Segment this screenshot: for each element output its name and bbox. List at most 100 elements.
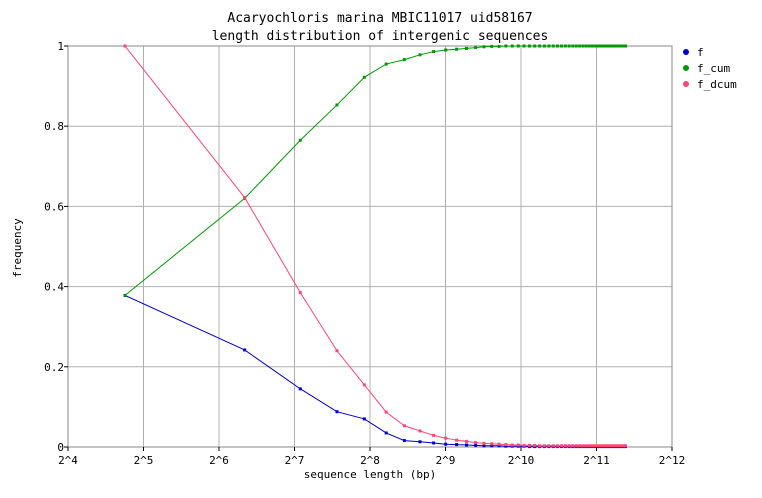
legend-label: f bbox=[697, 46, 704, 59]
data-point bbox=[123, 44, 127, 48]
data-point bbox=[384, 62, 388, 66]
data-point bbox=[619, 444, 623, 448]
data-point bbox=[571, 44, 575, 48]
data-point bbox=[335, 410, 339, 414]
data-point bbox=[455, 438, 459, 442]
data-point bbox=[335, 349, 339, 353]
grid bbox=[67, 45, 673, 448]
x-tick-label: 2^7 bbox=[285, 454, 305, 467]
data-point bbox=[402, 439, 406, 443]
data-point bbox=[599, 44, 603, 48]
data-point bbox=[578, 444, 582, 448]
data-point bbox=[516, 443, 520, 447]
x-tick-label: 2^11 bbox=[583, 454, 610, 467]
data-point bbox=[418, 440, 422, 444]
data-point bbox=[298, 291, 302, 295]
data-point bbox=[504, 443, 508, 447]
data-point bbox=[555, 444, 559, 448]
legend-marker bbox=[683, 65, 689, 71]
data-point bbox=[612, 44, 616, 48]
data-point bbox=[482, 45, 486, 49]
data-point bbox=[490, 44, 494, 48]
data-point bbox=[335, 103, 339, 107]
data-point bbox=[402, 424, 406, 428]
legend-marker bbox=[683, 49, 689, 55]
data-point bbox=[617, 44, 621, 48]
data-point bbox=[432, 50, 436, 54]
chart-title: Acaryochloris marina MBIC11017 uid58167 bbox=[227, 11, 532, 26]
legend-label: f_dcum bbox=[697, 78, 737, 91]
data-point bbox=[547, 44, 551, 48]
data-point bbox=[362, 75, 366, 79]
x-axis-label: sequence length (bp) bbox=[304, 468, 436, 481]
series-f bbox=[123, 293, 628, 449]
data-point bbox=[551, 44, 555, 48]
data-point bbox=[604, 44, 608, 48]
x-tick-label: 2^8 bbox=[360, 454, 380, 467]
data-point bbox=[617, 444, 621, 448]
data-point bbox=[482, 444, 486, 448]
data-point bbox=[542, 44, 546, 48]
y-tick-label: 1 bbox=[57, 40, 64, 53]
series-line bbox=[124, 294, 626, 448]
series-line bbox=[124, 45, 626, 447]
data-point bbox=[624, 44, 628, 48]
data-point bbox=[490, 444, 494, 448]
data-point bbox=[593, 444, 597, 448]
data-point bbox=[516, 44, 520, 48]
data-point bbox=[619, 44, 623, 48]
y-tick-label: 0.2 bbox=[44, 361, 64, 374]
data-point bbox=[621, 444, 625, 448]
data-point bbox=[578, 44, 582, 48]
data-point bbox=[533, 44, 537, 48]
data-point bbox=[465, 439, 469, 443]
x-tick-label: 2^10 bbox=[508, 454, 535, 467]
data-point bbox=[559, 444, 563, 448]
x-tick-label: 2^4 bbox=[58, 454, 78, 467]
data-point bbox=[590, 444, 594, 448]
data-point bbox=[418, 429, 422, 433]
data-point bbox=[596, 444, 600, 448]
data-point bbox=[574, 444, 578, 448]
data-point bbox=[571, 444, 575, 448]
data-point bbox=[563, 44, 567, 48]
data-point bbox=[581, 444, 585, 448]
x-tick-label: 2^9 bbox=[436, 454, 456, 467]
data-point bbox=[599, 444, 603, 448]
data-point bbox=[621, 44, 625, 48]
data-point bbox=[567, 444, 571, 448]
data-point bbox=[474, 46, 478, 50]
x-tick-label: 2^6 bbox=[209, 454, 229, 467]
y-tick-label: 0.4 bbox=[44, 281, 64, 294]
data-point bbox=[563, 444, 567, 448]
ticks: 2^4 2^5 2^6 2^7 2^8 2^9 2^10 2^11 2^12 0 0.2 0.4 0.6… bbox=[44, 40, 685, 467]
data-point bbox=[444, 48, 448, 52]
legend: f f_cum f_dcum bbox=[683, 46, 737, 91]
data-point bbox=[602, 444, 606, 448]
data-point bbox=[510, 44, 514, 48]
data-point bbox=[607, 44, 611, 48]
data-point bbox=[497, 44, 501, 48]
y-tick-label: 0.6 bbox=[44, 200, 64, 213]
data-point bbox=[504, 444, 508, 448]
data-point bbox=[614, 44, 618, 48]
legend-label: f_cum bbox=[697, 62, 730, 75]
data-point bbox=[596, 44, 600, 48]
series-f-cum bbox=[123, 44, 628, 297]
x-tick-label: 2^12 bbox=[659, 454, 686, 467]
series-f-dcum bbox=[123, 44, 628, 448]
data-point bbox=[538, 44, 542, 48]
data-point bbox=[402, 58, 406, 62]
data-point bbox=[474, 443, 478, 447]
legend-marker bbox=[683, 81, 689, 87]
data-point bbox=[243, 196, 247, 200]
data-point bbox=[574, 44, 578, 48]
data-point bbox=[584, 444, 588, 448]
data-point bbox=[362, 417, 366, 421]
data-point bbox=[559, 44, 563, 48]
data-point bbox=[593, 44, 597, 48]
data-point bbox=[584, 44, 588, 48]
legend-item: f_cum bbox=[683, 62, 730, 75]
data-point bbox=[243, 348, 247, 352]
data-point bbox=[609, 444, 613, 448]
